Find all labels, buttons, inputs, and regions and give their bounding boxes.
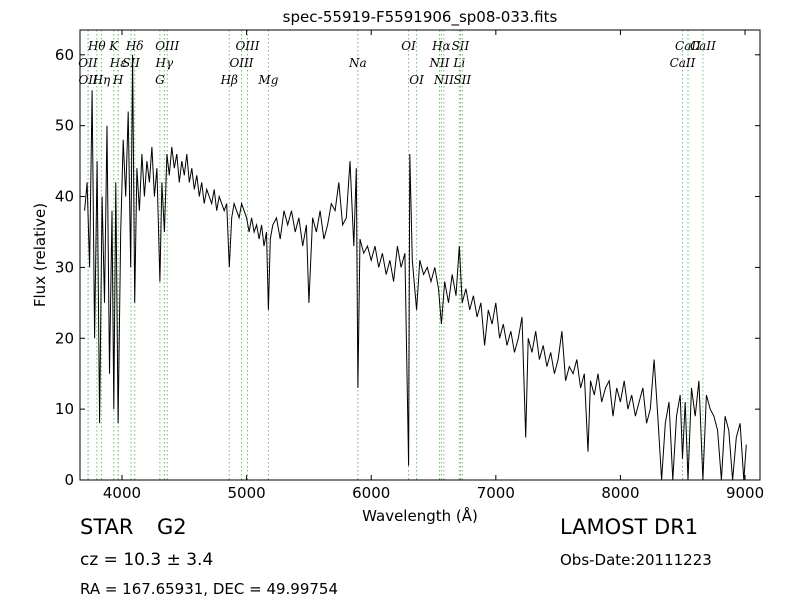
plot-frame bbox=[79, 29, 761, 481]
survey: LAMOST DR1 bbox=[560, 515, 698, 539]
subclass: G2 bbox=[157, 515, 187, 539]
spectral-line-label: OIII bbox=[235, 39, 259, 53]
spectral-line-label: SII bbox=[122, 56, 140, 70]
y-tick-label: 30 bbox=[55, 258, 74, 276]
spectral-line-label: Na bbox=[348, 56, 367, 70]
y-tick-label: 0 bbox=[64, 471, 74, 489]
y-tick-label: 60 bbox=[55, 46, 74, 64]
spectral-line-label: SII bbox=[453, 73, 471, 87]
spectral-line-label: OI bbox=[401, 39, 416, 53]
coordinates: RA = 167.65931, DEC = 49.99754 bbox=[80, 580, 338, 598]
spectral-line-label: OI bbox=[409, 73, 424, 87]
spectral-line-label: Hα bbox=[431, 39, 451, 53]
spectral-line-label: Hβ bbox=[220, 73, 238, 87]
spectral-line-label: K bbox=[108, 39, 119, 53]
spectral-line-label: OIII bbox=[155, 39, 179, 53]
obs-date: Obs-Date:20111223 bbox=[560, 551, 712, 569]
y-axis-label: Flux (relative) bbox=[31, 203, 49, 307]
x-tick-label: 7000 bbox=[477, 484, 515, 502]
redshift: cz = 10.3 ± 3.4 bbox=[80, 550, 213, 570]
spectral-line-label: CaII bbox=[690, 39, 716, 53]
spectral-line-label: Li bbox=[452, 56, 465, 70]
spectral-line-label: OIII bbox=[229, 56, 253, 70]
y-tick-label: 20 bbox=[55, 329, 74, 347]
x-tick-label: 8000 bbox=[601, 484, 639, 502]
spectral-line-label: Hη bbox=[92, 73, 111, 87]
spectral-line-label: CaII bbox=[670, 56, 696, 70]
spectral-line-label: Mg bbox=[257, 73, 278, 87]
spectral-line-label: Hγ bbox=[155, 56, 174, 70]
spectral-line-label: H bbox=[112, 73, 124, 87]
spectral-line-label: Hδ bbox=[125, 39, 144, 53]
y-tick-label: 50 bbox=[55, 117, 74, 135]
spectral-line-label: NII bbox=[433, 73, 454, 87]
x-axis-label: Wavelength (Å) bbox=[362, 506, 478, 525]
spectral-line-label: G bbox=[155, 73, 165, 87]
spectral-line-label: OII bbox=[79, 73, 99, 87]
x-tick-label: 4000 bbox=[103, 484, 141, 502]
x-tick-label: 6000 bbox=[352, 484, 390, 502]
spectral-line-label: Hθ bbox=[87, 39, 106, 53]
class: STAR bbox=[80, 515, 133, 539]
x-tick-label: 5000 bbox=[228, 484, 266, 502]
spectral-line-label: NII bbox=[429, 56, 450, 70]
y-tick-label: 40 bbox=[55, 188, 74, 206]
y-tick-label: 10 bbox=[55, 400, 74, 418]
spectrum-line bbox=[84, 54, 747, 481]
spectral-line-label: CaII bbox=[675, 39, 701, 53]
x-tick-label: 9000 bbox=[726, 484, 764, 502]
spectral-line-label: SII bbox=[452, 39, 470, 53]
chart-title: spec-55919-F5591906_sp08-033.fits bbox=[283, 8, 558, 27]
